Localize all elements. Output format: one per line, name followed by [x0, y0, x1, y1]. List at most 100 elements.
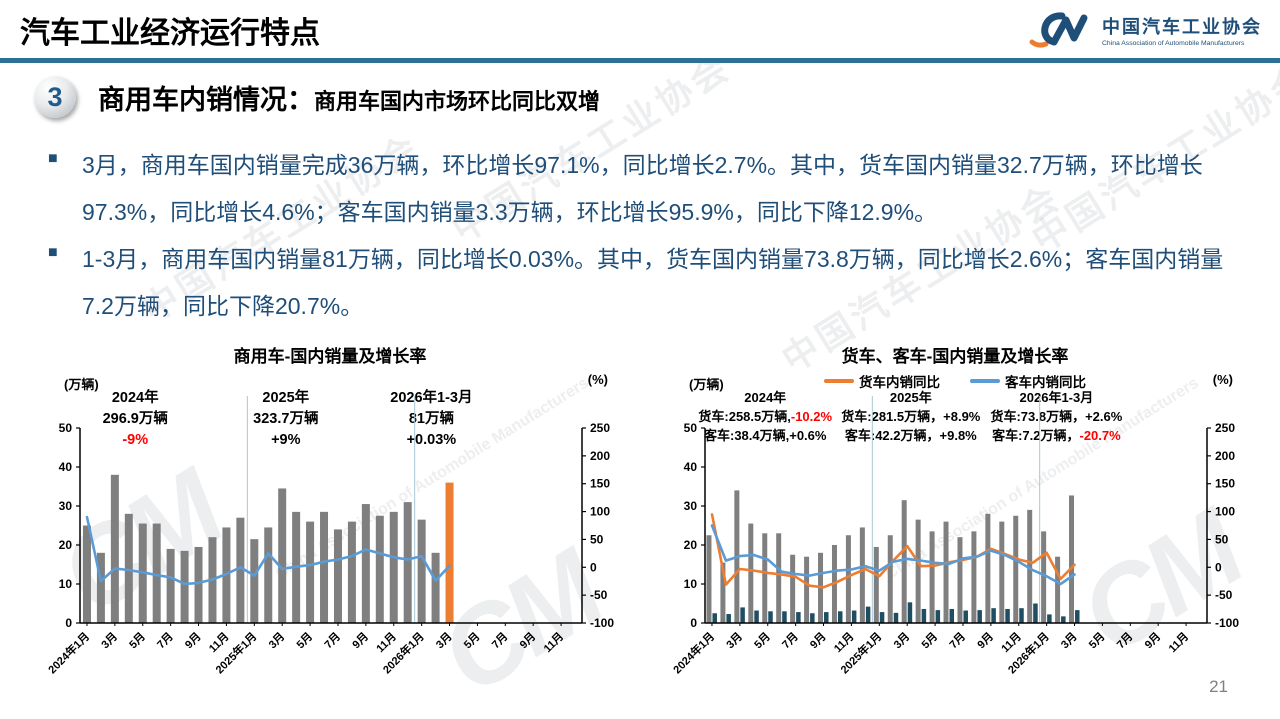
section-title: 商用车内销情况：: [98, 84, 314, 115]
annotation-text: 货车:73.8万辆，: [990, 409, 1086, 424]
bullet-marker: ■: [48, 150, 58, 167]
truck-bus-sales-chart: 0 10 20 30 40 50 -100 -50 0 50 100 150 200 250 2024年1月…: [670, 396, 1240, 676]
chart-bar: [999, 521, 1005, 623]
section-subtitle: 商用车国内市场环比同比双增: [314, 88, 601, 114]
chart-bar: [915, 519, 921, 623]
annotation-text: 2026年1-3月: [1019, 390, 1094, 405]
chart-bar: [389, 511, 398, 623]
x-axis-tick-label: 11月: [831, 630, 856, 655]
chart-bar: [361, 504, 370, 623]
x-axis-tick-label: 11月: [541, 630, 566, 655]
right-axis-tick-label: 200: [590, 449, 610, 463]
chart-bar: [991, 608, 996, 623]
left-axis-tick-label: 30: [684, 499, 698, 513]
right-axis-tick-label: 150: [1215, 477, 1235, 491]
annotation-line: 81万辆: [390, 409, 472, 430]
axis-ticks: 0 10 20 30 40 50 -100 -50 0 50 100 150 200 250: [684, 421, 1240, 630]
page-number: 21: [1209, 677, 1228, 696]
chart-bar: [796, 612, 801, 623]
chart-bar: [124, 513, 133, 623]
chart-annotation: 2025年 货车:281.5万辆，+8.9% 客车:42.2万辆，+9.8%: [841, 388, 980, 445]
chart-bar: [865, 606, 871, 623]
chart-bar: [320, 511, 329, 623]
chart-bar: [963, 610, 968, 623]
annotation-value-negative: -9%: [122, 432, 149, 448]
x-axis-tick-label: 3月: [1058, 630, 1079, 651]
x-axis-tick-label: 9月: [350, 630, 371, 651]
left-axis-tick-label: 40: [59, 460, 73, 474]
axis-unit-left: (万辆): [64, 377, 99, 392]
right-axis-tick-label: 50: [590, 532, 604, 546]
chart-bar: [1033, 603, 1038, 623]
chart-bar: [96, 552, 105, 623]
annotation-line: +0.03%: [390, 430, 472, 451]
chart-bar: [445, 482, 454, 623]
right-axis-tick-label: 100: [590, 505, 610, 519]
chart-bar: [250, 539, 259, 623]
x-axis-tick-label: 9月: [182, 630, 203, 651]
chart-bar: [754, 610, 759, 623]
annotation-text: 客车:38.4万辆,: [703, 428, 790, 443]
x-axis-tick-label: 11月: [999, 630, 1024, 655]
annotation-value-negative: -20.7%: [1079, 428, 1121, 443]
legend-item: 货车内销同比: [824, 371, 940, 391]
legend-line-swatch: [824, 379, 854, 383]
left-axis-tick-label: 50: [59, 421, 73, 435]
chart-bar: [845, 535, 851, 623]
x-axis-tick-label: 9月: [807, 630, 828, 651]
annotation-line: 货车:73.8万辆，+2.6%: [990, 407, 1122, 426]
x-axis-tick-label: 11月: [1166, 630, 1191, 655]
chart-bar: [985, 513, 991, 623]
annotation-text: 81万辆: [408, 411, 454, 427]
chart-bar: [236, 517, 245, 623]
chart-commercial-vehicles: 商用车-国内销量及增长率 (万辆) (%) 2024年 296.9万辆 -9% 202…: [30, 338, 630, 706]
year-divider-lines: [871, 396, 1041, 623]
chart-annotation: 2026年1-3月 81万辆 +0.03%: [390, 388, 472, 451]
chart-bar: [1041, 531, 1047, 623]
bar-series: [82, 474, 454, 623]
annotation-text: +0.6%: [789, 428, 827, 443]
chart-bar: [1069, 495, 1075, 623]
cm-logo-icon: [1029, 12, 1088, 48]
chart-bar: [804, 556, 810, 623]
legend-label: 货车内销同比: [859, 375, 940, 390]
chart-annotation: 2025年 323.7万辆 +9%: [253, 388, 318, 451]
left-axis-tick-label: 10: [59, 577, 73, 591]
bullet-marker: ■: [48, 243, 58, 261]
x-axis-tick-label: 2024年1月: [670, 629, 717, 676]
chart-bar: [935, 610, 941, 623]
x-axis-tick-label: 5月: [752, 630, 773, 651]
x-axis-tick-label: 11月: [206, 630, 231, 655]
chart-bar: [347, 521, 356, 623]
annotation-text: 2024年: [111, 390, 159, 406]
annotation-line: 货车:258.5万辆,-10.2%: [698, 407, 832, 426]
chart-bar: [929, 531, 935, 623]
chart-bar: [417, 519, 426, 623]
right-axis-tick-label: -100: [590, 616, 614, 630]
chart-bar: [152, 523, 161, 623]
chart-bar: [706, 535, 712, 623]
right-axis-tick-label: -50: [590, 588, 608, 602]
annotation-line: 296.9万辆: [103, 409, 168, 430]
right-axis-tick-label: -100: [1215, 616, 1239, 630]
annotation-text: +2.6%: [1085, 409, 1123, 424]
axes: [704, 428, 1208, 624]
year-divider-lines: [246, 396, 416, 623]
axes: [79, 428, 583, 624]
chart-annotation: 2026年1-3月 货车:73.8万辆，+2.6% 客车:7.2万辆，-20.7%: [990, 388, 1122, 445]
right-axis-tick-label: -50: [1215, 588, 1233, 602]
x-axis-tick-label: 11月: [374, 630, 399, 655]
chart-bar: [977, 610, 982, 623]
left-axis-tick-label: 30: [59, 499, 73, 513]
annotation-line: 客车:7.2万辆，-20.7%: [990, 426, 1122, 445]
chart-title: 货车、客车-国内销量及增长率: [841, 347, 1069, 366]
right-axis-tick-label: 200: [1215, 449, 1235, 463]
annotation-text: 323.7万辆: [253, 411, 319, 427]
chart-bar: [720, 562, 726, 623]
bullet-item-1: ■ 3月，商用车国内销量完成36万辆，环比增长97.1%，同比增长2.7%。其中…: [42, 142, 1232, 236]
annotation-text: 货车:258.5万辆,: [698, 409, 791, 424]
growth-rate-line: [710, 524, 1076, 586]
x-axis-tick-label: 9月: [517, 630, 538, 651]
